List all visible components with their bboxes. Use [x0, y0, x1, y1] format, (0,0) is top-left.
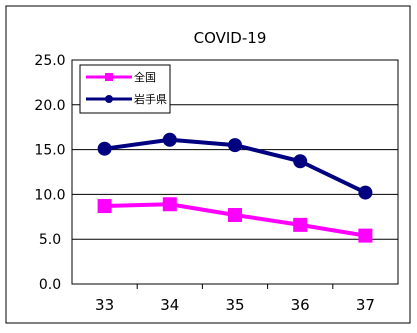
data-point-marker — [293, 154, 308, 169]
series-layer — [97, 132, 373, 243]
y-tick-label: 5.0 — [39, 232, 61, 248]
y-tick-label: 15.0 — [34, 143, 65, 159]
x-axis-tick-labels: 33 34 35 36 37 — [95, 284, 375, 314]
x-tick-label: 35 — [225, 296, 244, 314]
y-axis-tick-labels: 0.0 5.0 10.0 15.0 20.0 25.0 — [34, 53, 65, 293]
x-tick-label: 37 — [356, 296, 375, 314]
x-tick-label: 33 — [95, 296, 114, 314]
legend-label: 岩手県 — [134, 92, 167, 106]
series-national — [97, 197, 373, 243]
data-point-marker — [358, 185, 373, 200]
y-tick-label: 25.0 — [34, 53, 65, 69]
data-point-marker — [162, 197, 177, 212]
y-tick-label: 0.0 — [39, 277, 61, 293]
y-tick-label: 20.0 — [34, 98, 65, 114]
chart-area-border — [5, 5, 411, 324]
legend-box — [79, 64, 171, 114]
y-tick-label: 10.0 — [34, 187, 65, 203]
x-tick-label: 34 — [160, 296, 179, 314]
data-point-marker — [105, 95, 113, 103]
data-point-marker — [293, 217, 308, 232]
data-point-marker — [97, 199, 112, 214]
data-point-marker — [105, 73, 113, 81]
legend-entry: 全国 — [86, 70, 156, 84]
data-point-marker — [162, 132, 177, 147]
data-point-marker — [228, 138, 242, 153]
chart-title: COVID-19 — [194, 29, 267, 47]
data-point-marker — [358, 228, 373, 243]
data-point-marker — [228, 208, 242, 223]
legend-entry: 岩手県 — [86, 92, 167, 106]
data-point-marker — [97, 141, 112, 156]
legend-label: 全国 — [134, 70, 156, 84]
plot-area-border — [71, 59, 399, 285]
series-iwate — [97, 132, 373, 200]
x-tick-label: 36 — [291, 296, 310, 314]
